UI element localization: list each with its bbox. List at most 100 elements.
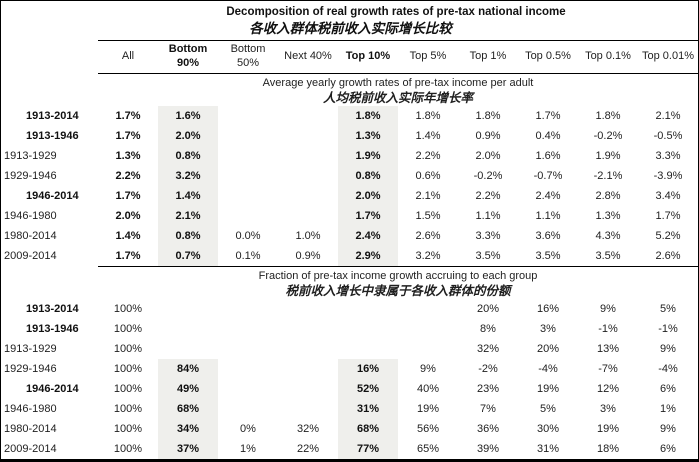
cell xyxy=(278,379,338,399)
cell: 32% xyxy=(476,343,500,355)
column-header: Top 5% xyxy=(398,40,458,74)
cell: 3.6% xyxy=(535,230,561,242)
cell xyxy=(398,299,458,319)
row-label: 1980-2014 xyxy=(4,423,57,435)
cell: 19% xyxy=(536,383,560,395)
cell: 2.2% xyxy=(115,170,141,182)
table-row: 1946-1980 100% 68% 31% 19% 7% 5% 3% 1% xyxy=(1,399,698,419)
cell: -2.1% xyxy=(593,170,623,182)
cell: 1% xyxy=(240,443,256,455)
cell: 0% xyxy=(240,423,256,435)
cell: 0.8% xyxy=(338,166,398,186)
table-row: 2009-2014 100% 37% 1% 22% 77% 65% 39% 31% 18% 6% xyxy=(1,439,698,459)
cell: 22% xyxy=(296,443,320,455)
cell: 20% xyxy=(476,303,500,315)
cell xyxy=(158,299,218,319)
cell: 2.6% xyxy=(415,230,441,242)
cell: 16% xyxy=(536,303,560,315)
cell: -4% xyxy=(658,363,678,375)
cell: 40% xyxy=(416,383,440,395)
cell: 1% xyxy=(660,403,676,415)
cell: 23% xyxy=(476,383,500,395)
table-row: 1929-1946 100% 84% 16% 9% -2% -4% -7% -4% xyxy=(1,359,698,379)
row-label: 1913-1946 xyxy=(26,323,79,335)
table-row: 1980-2014 100% 34% 0% 32% 68% 56% 36% 30% 19% 9% xyxy=(1,419,698,439)
cell: 5% xyxy=(660,303,676,315)
column-header: Top 0.01% xyxy=(638,40,698,74)
cell: 3.3% xyxy=(655,150,681,162)
cell: 30% xyxy=(536,423,560,435)
cell: -0.2% xyxy=(593,130,623,142)
cell: 2.2% xyxy=(475,190,501,202)
table-row: 1913-1946 1.7% 2.0% 1.3% 1.4% 0.9% 0.4% -0.2% -0… xyxy=(1,126,698,146)
cell: 2.9% xyxy=(338,246,398,267)
cell: 49% xyxy=(158,379,218,399)
cell: 3% xyxy=(540,323,556,335)
section-growth-rates: Average yearly growth rates of pre-tax i… xyxy=(1,74,698,267)
cell xyxy=(278,166,338,186)
column-header: Bottom 90% xyxy=(158,40,218,74)
page-title: Decomposition of real growth rates of pr… xyxy=(226,6,566,18)
section-growth-fractions: Fraction of pre-tax income growth accrui… xyxy=(1,267,698,459)
cell: 1.7% xyxy=(98,246,158,267)
section-header-row: Fraction of pre-tax income growth accrui… xyxy=(1,267,698,300)
table-row: 1946-2014 1.7% 1.4% 2.0% 2.1% 2.2% 2.4% 2.8% 3.4… xyxy=(1,186,698,206)
section-header-row: Average yearly growth rates of pre-tax i… xyxy=(1,74,698,107)
row-label: 1946-1980 xyxy=(4,403,57,415)
cell xyxy=(278,146,338,166)
cell: 1.7% xyxy=(115,190,141,202)
cell: 1.8% xyxy=(415,110,441,122)
cell xyxy=(218,166,278,186)
cell: 3.5% xyxy=(458,246,518,267)
cell: -0.5% xyxy=(653,130,683,142)
cell: 12% xyxy=(596,383,620,395)
cell xyxy=(338,299,398,319)
cell: 34% xyxy=(158,419,218,439)
row-label: 1980-2014 xyxy=(4,230,57,242)
cell: 9% xyxy=(600,303,616,315)
table-row: 1913-1946 100% 8% 3% -1% -1% xyxy=(1,319,698,339)
cell: 0.9% xyxy=(278,246,338,267)
cell: 37% xyxy=(158,439,218,459)
cell: 100% xyxy=(113,443,143,455)
cell: 1.1% xyxy=(475,210,501,222)
cell: 1.4% xyxy=(415,130,441,142)
cell: 2.4% xyxy=(535,190,561,202)
cell: 31% xyxy=(536,443,560,455)
cell: 68% xyxy=(158,399,218,419)
cell xyxy=(218,106,278,126)
row-label: 1946-2014 xyxy=(26,190,79,202)
cell: 19% xyxy=(416,403,440,415)
cell: 100% xyxy=(113,423,143,435)
cell: 2.4% xyxy=(338,226,398,246)
table-row: 1929-1946 2.2% 3.2% 0.8% 0.6% -0.2% -0.7% -2.1%… xyxy=(1,166,698,186)
table-row: 1946-2014 100% 49% 52% 40% 23% 19% 12% 6% xyxy=(1,379,698,399)
cell: 77% xyxy=(338,439,398,459)
cell: 2.1% xyxy=(158,206,218,226)
cell: 1.8% xyxy=(338,106,398,126)
section-title: Fraction of pre-tax income growth accrui… xyxy=(258,270,538,282)
cell: 0.7% xyxy=(158,246,218,267)
section-title: Average yearly growth rates of pre-tax i… xyxy=(262,77,534,89)
cell: 1.7% xyxy=(535,110,561,122)
cell xyxy=(218,186,278,206)
row-label: 1913-1929 xyxy=(4,150,57,162)
cell: 1.3% xyxy=(338,126,398,146)
cell xyxy=(338,339,398,359)
cell: 2.0% xyxy=(158,126,218,146)
cell: -2% xyxy=(478,363,498,375)
cell: -1% xyxy=(598,323,618,335)
corner-cell xyxy=(1,41,98,74)
row-label: 1929-1946 xyxy=(4,363,57,375)
row-label: 1913-2014 xyxy=(26,303,79,315)
cell: 3% xyxy=(600,403,616,415)
cell: 84% xyxy=(158,359,218,379)
row-label: 1913-1946 xyxy=(26,130,79,142)
data-table: All Bottom 90% Bottom 50% Next 40% Top 10% To… xyxy=(1,40,698,459)
cell xyxy=(158,319,218,339)
cell: 1.8% xyxy=(595,110,621,122)
column-header: Next 40% xyxy=(278,40,338,74)
cell: 56% xyxy=(416,423,440,435)
cell xyxy=(218,299,278,319)
